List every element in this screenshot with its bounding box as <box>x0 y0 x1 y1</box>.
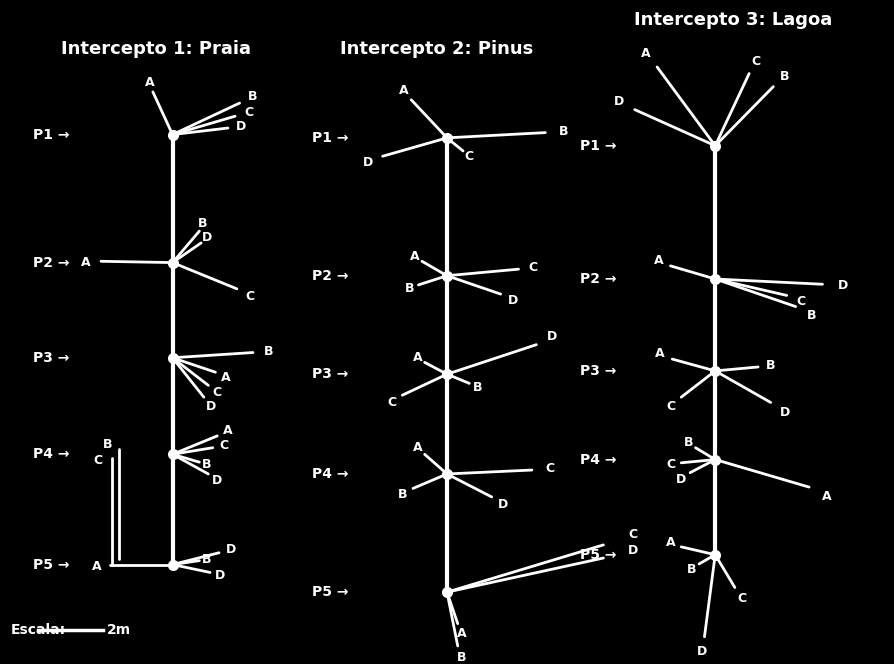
Text: A: A <box>641 47 650 60</box>
Text: B: B <box>202 553 211 566</box>
Text: D: D <box>508 294 519 307</box>
Text: C: C <box>528 261 537 274</box>
Text: P3 →: P3 → <box>33 351 70 365</box>
Text: B: B <box>684 436 693 449</box>
Text: D: D <box>363 155 374 169</box>
Text: A: A <box>413 351 422 364</box>
Text: D: D <box>676 473 687 486</box>
Text: B: B <box>559 125 568 138</box>
Text: P2 →: P2 → <box>312 269 349 283</box>
Text: A: A <box>666 537 675 549</box>
Text: A: A <box>92 560 101 573</box>
Text: B: B <box>473 381 482 394</box>
Text: A: A <box>222 371 231 384</box>
Text: B: B <box>265 345 274 358</box>
Text: C: C <box>465 150 474 163</box>
Text: D: D <box>206 400 216 413</box>
Text: B: B <box>103 438 112 451</box>
Text: C: C <box>94 454 103 467</box>
Text: B: B <box>807 309 816 322</box>
Text: C: C <box>666 400 675 413</box>
Text: Intercepto 2: Pinus: Intercepto 2: Pinus <box>340 41 533 58</box>
Text: C: C <box>246 290 255 303</box>
Text: A: A <box>655 347 664 361</box>
Text: A: A <box>410 250 419 262</box>
Text: P4 →: P4 → <box>33 448 70 461</box>
Text: Intercepto 3: Lagoa: Intercepto 3: Lagoa <box>634 11 832 29</box>
Text: A: A <box>822 490 831 503</box>
Text: P1 →: P1 → <box>312 131 349 145</box>
Text: B: B <box>398 489 407 501</box>
Text: A: A <box>145 76 154 88</box>
Text: D: D <box>225 543 236 556</box>
Text: P5 →: P5 → <box>580 548 617 562</box>
Text: A: A <box>654 254 663 267</box>
Text: B: B <box>202 458 211 471</box>
Text: D: D <box>201 231 212 244</box>
Text: A: A <box>457 627 466 640</box>
Text: D: D <box>498 498 509 511</box>
Text: B: B <box>687 562 696 576</box>
Text: B: B <box>198 216 207 230</box>
Text: D: D <box>236 120 247 133</box>
Text: A: A <box>224 424 232 437</box>
Text: D: D <box>628 544 638 556</box>
Text: P5 →: P5 → <box>312 585 349 599</box>
Text: Intercepto 1: Praia: Intercepto 1: Praia <box>62 41 251 58</box>
Text: B: B <box>780 70 789 83</box>
Text: P3 →: P3 → <box>312 367 349 381</box>
Text: A: A <box>81 256 90 269</box>
Text: P2 →: P2 → <box>580 272 617 286</box>
Text: B: B <box>249 90 257 103</box>
Text: B: B <box>405 282 414 295</box>
Text: D: D <box>613 94 624 108</box>
Text: C: C <box>797 295 805 308</box>
Text: D: D <box>838 279 848 292</box>
Text: P4 →: P4 → <box>580 453 617 467</box>
Text: C: C <box>545 462 554 475</box>
Text: P1 →: P1 → <box>580 139 617 153</box>
Text: C: C <box>213 386 222 399</box>
Text: C: C <box>387 396 396 409</box>
Text: P3 →: P3 → <box>580 364 617 378</box>
Text: B: B <box>766 359 775 372</box>
Text: C: C <box>628 528 637 541</box>
Text: C: C <box>752 55 761 68</box>
Text: D: D <box>547 329 558 343</box>
Text: C: C <box>244 106 253 119</box>
Text: P5 →: P5 → <box>33 558 70 572</box>
Text: B: B <box>457 651 466 664</box>
Text: Escala:: Escala: <box>11 623 66 637</box>
Text: P2 →: P2 → <box>33 256 70 270</box>
Text: P1 →: P1 → <box>33 127 70 141</box>
Text: D: D <box>780 406 790 420</box>
Text: C: C <box>666 457 675 471</box>
Text: D: D <box>696 645 707 659</box>
Text: C: C <box>219 440 228 452</box>
Text: C: C <box>738 592 746 604</box>
Text: D: D <box>215 569 225 582</box>
Text: A: A <box>400 84 409 97</box>
Text: 2m: 2m <box>107 623 131 637</box>
Text: P4 →: P4 → <box>312 467 349 481</box>
Text: D: D <box>212 474 223 487</box>
Text: A: A <box>413 441 422 454</box>
